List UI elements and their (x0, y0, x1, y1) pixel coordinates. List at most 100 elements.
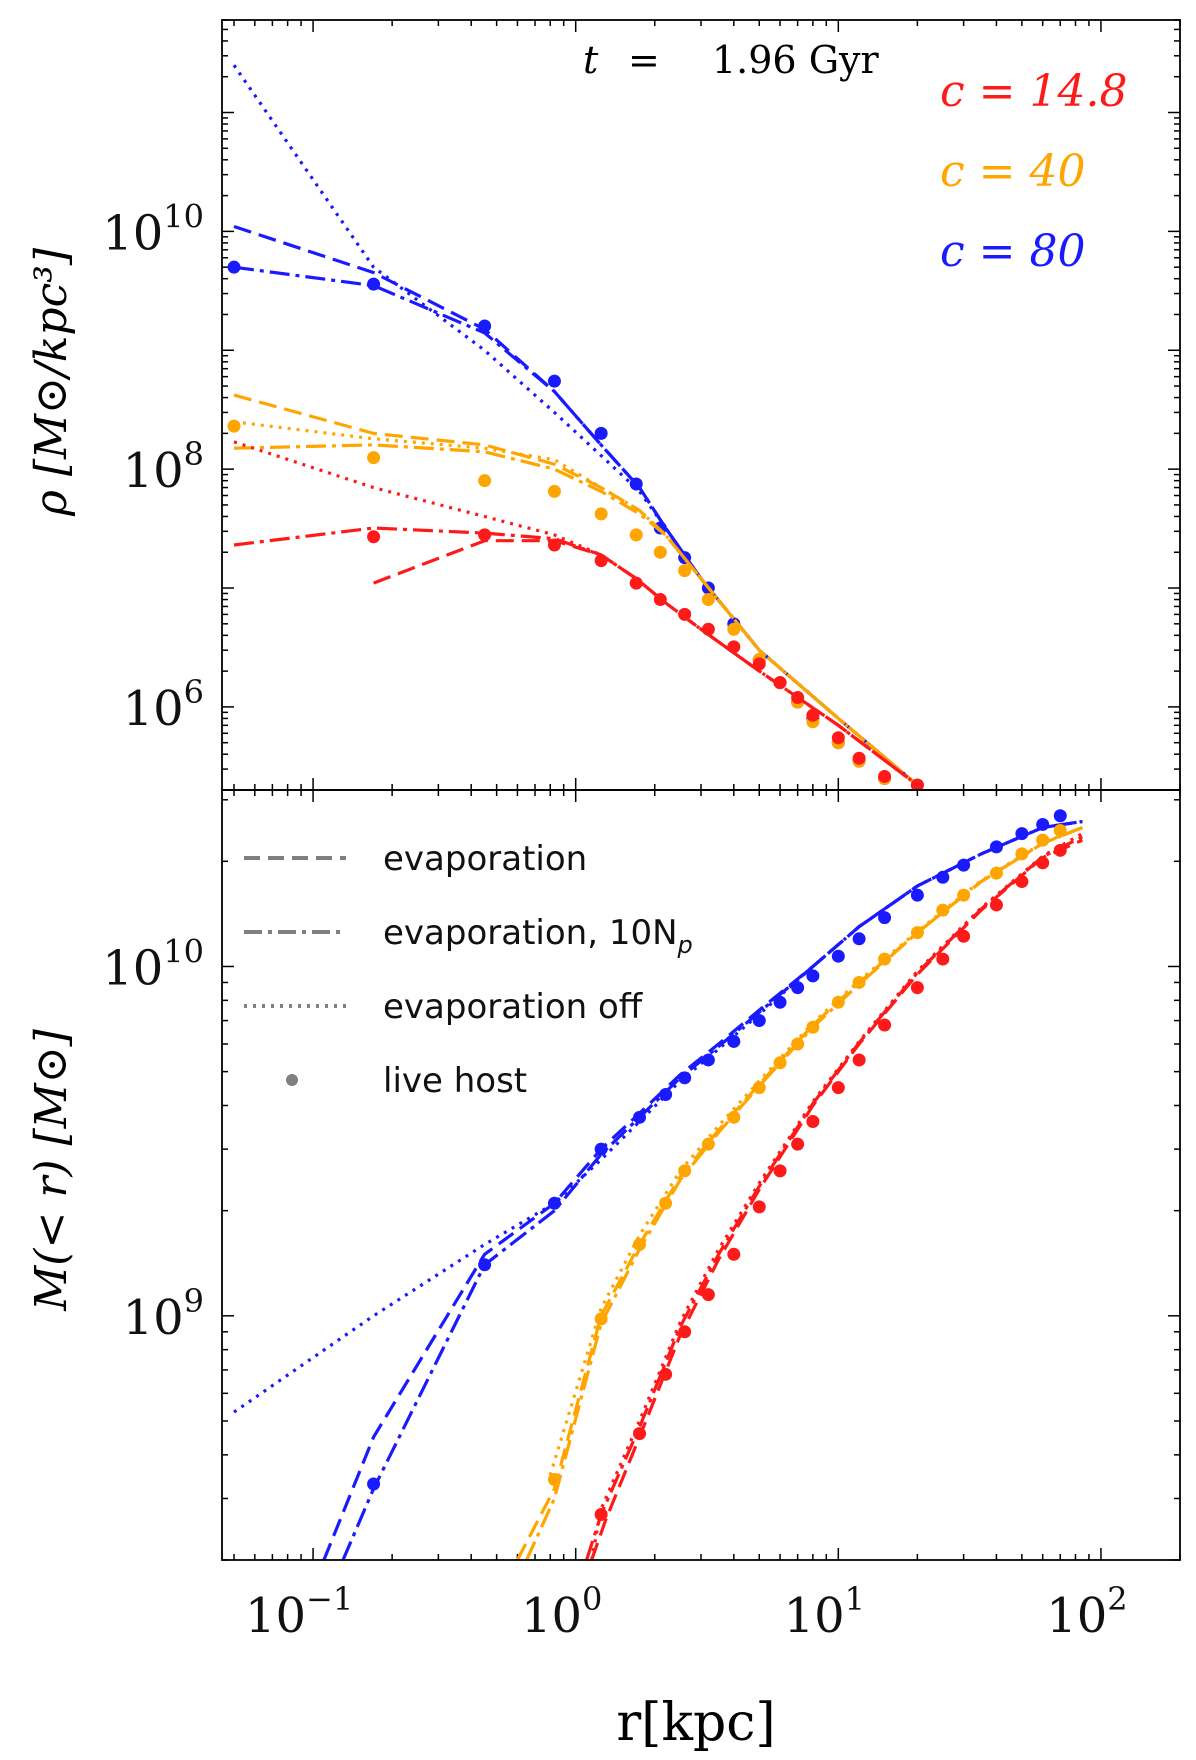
rho-line-c-40-evaporation (233, 393, 919, 787)
mass-point-c-14-8-live-host (773, 1164, 787, 1178)
rho-point-c-14-8-live-host (678, 607, 692, 621)
mass-point-c-14-8-live-host (659, 1367, 673, 1381)
rho-point-c-14-8-live-host (831, 731, 845, 745)
legend-label-evaporation-10np: evaporation, 10Np (383, 913, 693, 959)
mass-point-c-40-live-host (1015, 847, 1029, 861)
mass-point-c-14-8-live-host (1053, 843, 1067, 857)
time-equals: = (628, 38, 660, 82)
rho-point-c-40-live-host (594, 507, 608, 521)
time-value: 1.96 Gyr (712, 38, 880, 82)
rho-point-c-14-8-live-host (727, 640, 741, 654)
mass-point-c-80-live-host (727, 1034, 741, 1048)
mass-point-c-14-8-live-host (727, 1247, 741, 1261)
x-tick-label: 100 (521, 1580, 602, 1644)
concentration-label-blue: c = 80 (940, 226, 1085, 277)
mass-line-c-40-evaporation-off (548, 826, 1083, 1476)
rho-point-c-40-live-host (629, 528, 643, 542)
mass-line-c-80-evaporation-off (233, 819, 1083, 1414)
mass-point-c-80-live-host (806, 969, 820, 983)
y-tick-label: 106 (123, 673, 204, 737)
rho-point-c-14-8-live-host (478, 528, 492, 542)
x-tick-label: 101 (784, 1580, 865, 1644)
rho-point-c-14-8-live-host (701, 622, 715, 636)
mass-panel: 109 1010 10−1 100 101 102 (102, 789, 1181, 1644)
mass-point-c-40-live-host (852, 975, 866, 989)
rho-point-c-40-live-host (701, 593, 715, 607)
rho-point-c-80-live-host (478, 319, 492, 333)
y-tick-label: 108 (123, 435, 204, 499)
mass-point-c-40-live-host (547, 1472, 561, 1486)
rho-point-c-40-live-host (367, 451, 381, 465)
mass-point-c-40-live-host (936, 903, 950, 917)
mass-point-c-40-live-host (594, 1312, 608, 1326)
mass-point-c-40-live-host (752, 1081, 766, 1095)
mass-point-c-80-live-host (1036, 817, 1050, 831)
density-panel: 106 108 1010 (102, 19, 1181, 791)
rho-point-c-40-live-host (653, 545, 667, 559)
mass-point-c-14-8-live-host (791, 1137, 805, 1151)
rho-point-c-14-8-live-host (629, 576, 643, 590)
rho-point-c-14-8-live-host (653, 593, 667, 607)
mass-point-c-14-8-live-host (910, 981, 924, 995)
mass-axis-label: M(< r) [M⊙] (26, 1028, 77, 1311)
legend-label-evaporation: evaporation (383, 839, 587, 879)
rho-point-c-40-live-host (727, 622, 741, 636)
mass-point-c-14-8-live-host (878, 1018, 892, 1032)
rho-line-c-14-8-evaporation-10np (233, 526, 919, 787)
rho-line-c-80-evaporation (233, 224, 919, 787)
mass-point-c-80-live-host (594, 1142, 608, 1156)
mass-point-c-14-8-live-host (852, 1053, 866, 1067)
mass-point-c-80-live-host (852, 932, 866, 946)
mass-point-c-80-live-host (773, 995, 787, 1009)
y-tick-label: 109 (123, 1282, 204, 1346)
mass-point-c-40-live-host (659, 1196, 673, 1210)
legend-label-live-host: live host (383, 1061, 527, 1101)
y-tick-label: 1010 (102, 932, 204, 996)
mass-point-c-80-live-host (936, 870, 950, 884)
mass-point-c-40-live-host (791, 1037, 805, 1051)
mass-point-c-80-live-host (1015, 827, 1029, 841)
rho-point-c-80-live-host (367, 277, 381, 291)
x-tick-label: 10−1 (245, 1580, 353, 1644)
rho-line-c-40-evaporation-10np (233, 443, 919, 787)
mass-point-c-40-live-host (806, 1020, 820, 1034)
rho-point-c-40-live-host (547, 484, 561, 498)
legend-label-evaporation-off: evaporation off (383, 987, 644, 1027)
concentration-label-red: c = 14.8 (940, 66, 1127, 117)
rho-line-c-14-8-evaporation-off (233, 440, 919, 787)
mass-point-c-14-8-live-host (1036, 856, 1050, 870)
mass-point-c-14-8-live-host (957, 929, 971, 943)
rho-point-c-80-live-host (629, 477, 643, 491)
rho-point-c-80-live-host (547, 374, 561, 388)
rho-point-c-40-live-host (678, 564, 692, 578)
mass-point-c-80-live-host (878, 911, 892, 925)
rho-point-c-14-8-live-host (791, 690, 805, 704)
rho-point-c-14-8-live-host (547, 538, 561, 552)
mass-point-c-40-live-host (957, 888, 971, 902)
mass-point-c-40-live-host (701, 1137, 715, 1151)
mass-point-c-80-live-host (791, 981, 805, 995)
mass-point-c-14-8-live-host (701, 1288, 715, 1302)
rho-point-c-14-8-live-host (773, 676, 787, 690)
mass-point-c-80-live-host (989, 840, 1003, 854)
mass-point-c-14-8-live-host (1015, 875, 1029, 889)
mass-point-c-14-8-live-host (831, 1081, 845, 1095)
mass-point-c-80-live-host (659, 1088, 673, 1102)
mass-point-c-40-live-host (773, 1056, 787, 1070)
rho-plot-frame (221, 19, 1181, 791)
rho-point-c-80-live-host (227, 260, 241, 274)
rho-point-c-40-live-host (478, 474, 492, 488)
mass-point-c-40-live-host (1036, 833, 1050, 847)
mass-point-c-80-live-host (678, 1071, 692, 1085)
rho-point-c-14-8-live-host (878, 769, 892, 783)
mass-plot-frame (221, 789, 1181, 1561)
mass-point-c-80-live-host (701, 1053, 715, 1067)
radius-axis-label: r[kpc] (616, 1693, 775, 1753)
rho-point-c-14-8-live-host (910, 778, 924, 790)
time-symbol: t (583, 38, 599, 82)
mass-point-c-40-live-host (878, 952, 892, 966)
mass-point-c-40-live-host (831, 995, 845, 1009)
mass-point-c-14-8-live-host (936, 952, 950, 966)
rho-point-c-14-8-live-host (752, 657, 766, 671)
